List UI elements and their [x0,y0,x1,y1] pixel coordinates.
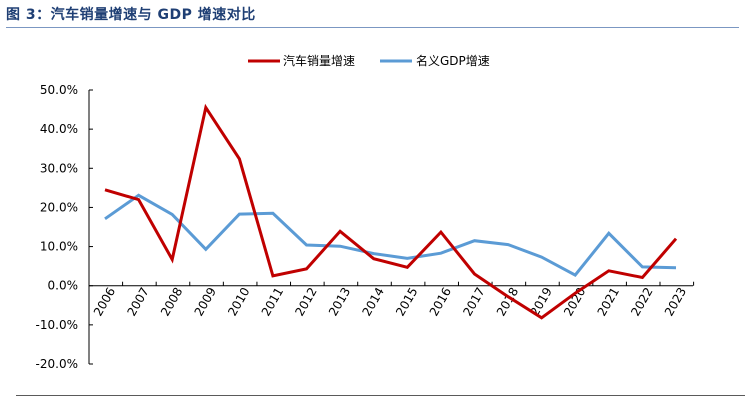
figure-title: 图 3：汽车销量增速与 GDP 增速对比 [6,7,256,23]
y-axis-ticks: 50.0% 40.0% 30.0% 20.0% 10.0% 0.0% -10.0% -20.0… [36,83,93,371]
x-axis-ticks: 2006 2007 2008 2009 2010 2011 2012 2013 2014 2015… [88,281,695,318]
y-tick-label: 0.0% [48,279,79,293]
title-underline [6,27,739,28]
x-tick-label: 2006 [91,285,118,318]
legend-label: 名义GDP增速 [416,53,490,68]
x-tick-label: 2021 [595,285,622,318]
y-tick-label: -20.0% [36,357,78,371]
x-tick-label: 2011 [259,285,286,318]
y-tick-label: 50.0% [40,83,78,97]
chart-series [104,103,678,320]
x-tick-label: 2010 [225,285,252,318]
series-line-auto-sales-growth [104,103,678,320]
chart-legend: 汽车销量增速 名义GDP增速 [248,53,490,68]
bottom-divider [16,395,745,396]
x-tick-label: 2016 [427,285,454,318]
y-tick-label: -10.0% [36,318,78,332]
x-tick-label: 2017 [460,285,487,318]
y-tick-label: 30.0% [40,161,78,175]
x-tick-label: 2015 [393,285,420,318]
x-tick-label: 2009 [192,285,219,318]
x-tick-label: 2007 [124,285,151,318]
y-tick-label: 10.0% [40,240,78,254]
x-tick-label: 2008 [158,285,185,318]
x-tick-label: 2022 [628,285,655,318]
x-tick-label: 2019 [527,285,554,318]
x-tick-label: 2023 [662,285,689,318]
x-tick-label: 2014 [360,285,387,318]
y-tick-label: 40.0% [40,122,78,136]
x-tick-label: 2012 [292,285,319,318]
series-line-gdp-growth [104,193,677,278]
x-tick-label: 2013 [326,285,353,318]
y-tick-label: 20.0% [40,200,78,214]
legend-label: 汽车销量增速 [283,53,355,68]
